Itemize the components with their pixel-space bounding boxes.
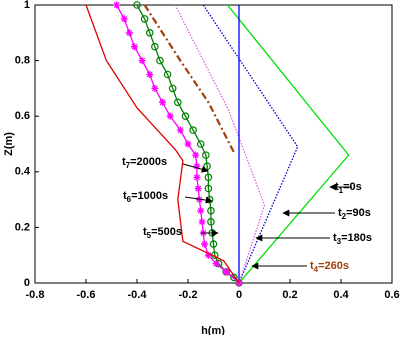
marker [193, 162, 201, 170]
annotation: t7=2000s [122, 156, 167, 170]
annotation: t6=1000s [123, 190, 168, 204]
y-axis-label: Z(m) [3, 132, 15, 156]
x-tick-label: 0 [236, 289, 242, 301]
marker [194, 184, 202, 192]
annotation-subscript: 2 [342, 212, 347, 221]
marker [222, 268, 230, 276]
marker [159, 98, 166, 106]
annotation: t4=260s [310, 260, 349, 274]
annotation-base: t [335, 181, 339, 193]
x-tick-label: -0.4 [128, 289, 148, 301]
marker [166, 112, 174, 120]
marker [201, 240, 209, 248]
annotation-text: =0s [343, 181, 362, 193]
marker [146, 71, 154, 78]
x-axis-label: h(m) [201, 325, 225, 335]
marker [196, 140, 205, 148]
marker [163, 70, 172, 79]
annotation-subscript: 5 [147, 231, 152, 240]
annotation-text: =500s [151, 226, 182, 238]
marker [151, 84, 159, 92]
annotation-base: t [338, 207, 342, 219]
annotation-text: =90s [346, 207, 371, 219]
y-tick-label: 0.4 [15, 166, 31, 178]
annotation-text: =180s [341, 232, 372, 244]
marker [204, 173, 213, 182]
marker [176, 126, 184, 134]
x-tick-label: -0.6 [77, 289, 96, 301]
plot-frame [34, 4, 393, 284]
marker [151, 42, 159, 51]
marker [209, 240, 218, 248]
marker [192, 151, 200, 159]
annotation: t3=180s [333, 232, 372, 246]
annotation-text: =1000s [131, 190, 168, 202]
x-tick-label: 0.4 [333, 289, 349, 301]
annotation-text: =2000s [130, 156, 167, 168]
marker [207, 218, 215, 226]
annotation-text: =260s [318, 260, 349, 272]
marker [113, 1, 121, 9]
series-line [174, 4, 266, 284]
annotation-arrow [184, 196, 213, 204]
marker [145, 28, 154, 37]
x-tick-label: 0.2 [282, 289, 297, 301]
marker [174, 98, 182, 107]
x-tick-label: -0.2 [179, 289, 198, 301]
marker [207, 206, 215, 215]
annotation-subscript: 3 [337, 237, 342, 246]
x-tick-label: 0.6 [384, 289, 399, 301]
annotation-base: t [123, 190, 127, 202]
marker [193, 173, 201, 181]
y-tick-label: 0.8 [15, 55, 30, 67]
y-tick-label: 1 [24, 0, 30, 11]
series-line [85, 4, 240, 284]
annotation-base: t [310, 260, 314, 272]
annotation-base: t [333, 232, 337, 244]
marker [130, 43, 138, 51]
marker [133, 1, 141, 9]
marker [181, 112, 190, 121]
marker [168, 84, 177, 93]
annotation-subscript: 4 [314, 265, 319, 274]
marker [125, 29, 133, 37]
series-line [227, 4, 350, 284]
marker [156, 56, 164, 65]
x-tick-label: -0.8 [26, 289, 45, 301]
marker [212, 260, 220, 268]
annotation: t2=90s [338, 207, 371, 221]
annotation-subscript: 6 [127, 195, 132, 204]
marker [204, 184, 213, 193]
marker [189, 126, 197, 134]
y-tick-label: 0.2 [15, 221, 30, 233]
series-line [143, 4, 235, 153]
marker [202, 151, 210, 159]
marker [138, 57, 146, 65]
marker [184, 140, 192, 148]
marker [198, 218, 206, 226]
marker [204, 251, 212, 259]
annotation-arrow [182, 163, 209, 173]
marker [197, 207, 205, 215]
annotation-base: t [143, 226, 147, 238]
annotation: t1=0s [335, 181, 362, 195]
marker [120, 15, 128, 23]
y-tick-label: 0 [24, 277, 30, 289]
annotation-subscript: 1 [339, 186, 344, 195]
marker [230, 273, 238, 282]
annotation: t5=500s [143, 226, 182, 240]
marker [140, 15, 149, 23]
y-tick-label: 0.6 [15, 110, 30, 122]
series-line [202, 4, 299, 284]
annotation-subscript: 7 [126, 161, 131, 170]
annotation-base: t [122, 156, 126, 168]
